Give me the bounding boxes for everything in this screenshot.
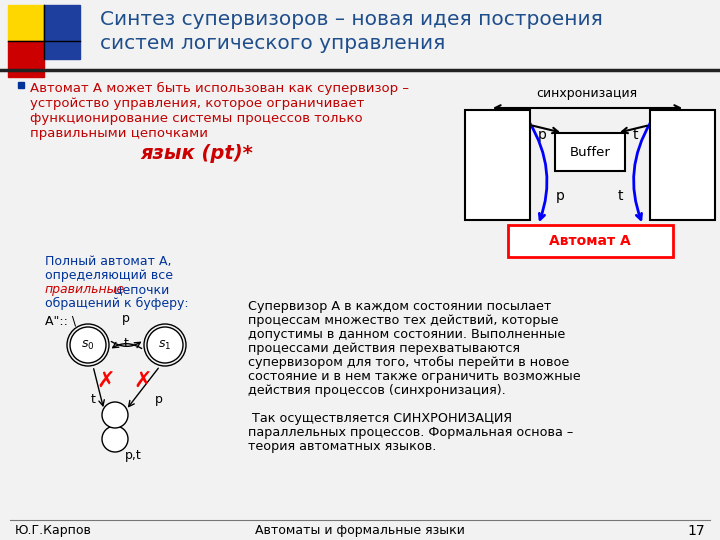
Text: ✗: ✗ bbox=[134, 371, 153, 391]
Text: p,t: p,t bbox=[125, 449, 141, 462]
Text: цепочки: цепочки bbox=[110, 283, 169, 296]
Text: правильные: правильные bbox=[45, 283, 125, 296]
Text: процессами действия перехватываются: процессами действия перехватываются bbox=[248, 342, 520, 355]
Bar bbox=[8, 41, 44, 77]
Text: Автоматы и формальные языки: Автоматы и формальные языки bbox=[255, 524, 465, 537]
Text: P2: P2 bbox=[655, 114, 679, 132]
Text: теория автоматных языков.: теория автоматных языков. bbox=[248, 440, 436, 453]
Text: ✗: ✗ bbox=[96, 371, 115, 391]
Text: Полный автомат А,: Полный автомат А, bbox=[45, 255, 171, 268]
Text: t: t bbox=[617, 189, 623, 203]
Bar bbox=[18, 82, 24, 88]
Text: $s_1$: $s_1$ bbox=[158, 339, 171, 352]
Text: язык (pt)*: язык (pt)* bbox=[140, 144, 253, 163]
Text: устройство управления, которое ограничивает: устройство управления, которое ограничив… bbox=[30, 97, 364, 110]
Circle shape bbox=[102, 402, 128, 428]
Text: t: t bbox=[91, 393, 96, 406]
Text: Так осуществляется СИНХРОНИЗАЦИЯ: Так осуществляется СИНХРОНИЗАЦИЯ bbox=[248, 412, 512, 425]
Text: Buffer: Buffer bbox=[570, 145, 611, 159]
Bar bbox=[8, 5, 44, 41]
Circle shape bbox=[147, 327, 183, 363]
Text: 17: 17 bbox=[688, 524, 705, 538]
Text: систем логического управления: систем логического управления bbox=[100, 34, 446, 53]
Text: Автомат А: Автомат А bbox=[549, 234, 631, 248]
Bar bbox=[508, 225, 673, 257]
Text: p: p bbox=[155, 393, 163, 406]
Text: p: p bbox=[122, 312, 130, 325]
Text: p: p bbox=[538, 128, 547, 142]
Text: определяющий все: определяющий все bbox=[45, 269, 173, 282]
Text: обращений к буферу:: обращений к буферу: bbox=[45, 297, 189, 310]
Text: синхронизация: синхронизация bbox=[536, 87, 638, 100]
Text: супервизором для того, чтобы перейти в новое: супервизором для того, чтобы перейти в н… bbox=[248, 356, 570, 369]
Text: допустимы в данном состоянии. Выполненные: допустимы в данном состоянии. Выполненны… bbox=[248, 328, 565, 341]
Text: процессам множество тех действий, которые: процессам множество тех действий, которы… bbox=[248, 314, 559, 327]
Text: параллельных процессов. Формальная основа –: параллельных процессов. Формальная основ… bbox=[248, 426, 573, 439]
Text: Автомат А может быть использован как супервизор –: Автомат А может быть использован как суп… bbox=[30, 82, 409, 95]
Circle shape bbox=[70, 327, 106, 363]
Text: t: t bbox=[124, 337, 128, 350]
Text: p: p bbox=[556, 189, 564, 203]
Text: t: t bbox=[632, 128, 638, 142]
Text: $s_0$: $s_0$ bbox=[81, 339, 95, 352]
Bar bbox=[465, 110, 530, 220]
Text: A":: \: A":: \ bbox=[45, 315, 76, 328]
Text: P1: P1 bbox=[470, 114, 494, 132]
Bar bbox=[650, 110, 715, 220]
Text: Синтез супервизоров – новая идея построения: Синтез супервизоров – новая идея построе… bbox=[100, 10, 603, 29]
Bar bbox=[555, 133, 625, 171]
Text: состояние и в нем также ограничить возможные: состояние и в нем также ограничить возмо… bbox=[248, 370, 580, 383]
Text: действия процессов (синхронизация).: действия процессов (синхронизация). bbox=[248, 384, 505, 397]
Text: правильными цепочками: правильными цепочками bbox=[30, 127, 208, 140]
Circle shape bbox=[102, 426, 128, 452]
Text: функционирование системы процессов только: функционирование системы процессов тольк… bbox=[30, 112, 363, 125]
Text: Супервизор А в каждом состоянии посылает: Супервизор А в каждом состоянии посылает bbox=[248, 300, 552, 313]
Text: Ю.Г.Карпов: Ю.Г.Карпов bbox=[15, 524, 92, 537]
Bar bbox=[44, 5, 80, 59]
